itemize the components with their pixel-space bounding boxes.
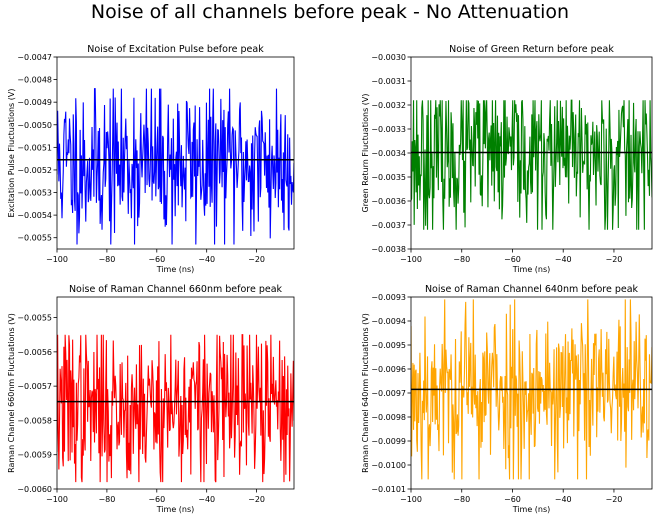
y-tick-label: −0.0054 xyxy=(17,211,52,220)
y-tick-label: −0.0098 xyxy=(371,413,406,422)
y-tick-label: −0.0033 xyxy=(371,125,406,134)
y-tick-label: −0.0031 xyxy=(371,77,406,86)
subplot-title: Noise of Raman Channel 660nm before peak xyxy=(69,284,283,295)
x-tick-label: −60 xyxy=(148,495,165,504)
x-tick-label: −100 xyxy=(400,255,422,264)
y-tick-label: −0.0034 xyxy=(371,149,406,158)
y-tick-label: −0.0101 xyxy=(371,485,406,494)
noise-series-line xyxy=(57,334,294,483)
x-tick-label: −20 xyxy=(248,255,265,264)
y-tick-label: −0.0095 xyxy=(371,341,406,350)
y-tick-label: −0.0052 xyxy=(17,166,52,175)
y-tick-label: −0.0050 xyxy=(17,121,52,130)
subplot-4: −100 −80 −60 −40 −20 −0.0093 −0.0094 −0.0095 −0.… xyxy=(361,284,653,514)
y-tick-label: −0.0030 xyxy=(371,53,406,62)
figure-title: Noise of all channels before peak - No A… xyxy=(90,1,570,23)
y-axis-label: Raman Channel 660nm Fluctuations (V) xyxy=(7,313,16,473)
noise-series-line xyxy=(57,88,294,245)
y-tick-label: −0.0036 xyxy=(371,197,406,206)
y-tick-label: −0.0055 xyxy=(17,234,52,243)
x-tick-label: −100 xyxy=(46,495,68,504)
subplot-title: Noise of Raman Channel 640nm before peak xyxy=(425,284,639,295)
x-tick-label: −60 xyxy=(504,495,521,504)
y-axis-label: Excitation Pulse Fluctuations (V) xyxy=(7,89,16,218)
x-tick-label: −100 xyxy=(400,495,422,504)
y-tick-label: −0.0032 xyxy=(371,101,406,110)
subplot-title: Noise of Green Return before peak xyxy=(449,44,614,55)
y-tick-label: −0.0060 xyxy=(17,485,52,494)
x-tick-label: −80 xyxy=(453,255,470,264)
x-axis-label: Time (ns) xyxy=(156,505,195,514)
y-tick-label: −0.0059 xyxy=(17,451,52,460)
subplot-2: −100 −80 −60 −40 −20 −0.0030 −0.0031 −0.0032 −0.… xyxy=(361,44,653,274)
y-tick-label: −0.0047 xyxy=(17,53,52,62)
y-tick-label: −0.0055 xyxy=(17,314,52,323)
y-tick-label: −0.0097 xyxy=(371,389,406,398)
y-axis-label: Green Return Fluctuations (V) xyxy=(361,93,370,212)
x-tick-label: −40 xyxy=(198,255,215,264)
y-tick-label: −0.0037 xyxy=(371,221,406,230)
y-tick-label: −0.0100 xyxy=(371,461,406,470)
subplot-1: −100 −80 −60 −40 −20 −0.0047 −0.0048 −0.0049 −0.… xyxy=(7,44,295,274)
x-axis-label: Time (ns) xyxy=(512,265,551,274)
x-tick-label: −20 xyxy=(606,255,623,264)
x-tick-label: −40 xyxy=(555,255,572,264)
axes-frame xyxy=(56,56,295,250)
y-tick-label: −0.0049 xyxy=(17,98,52,107)
x-tick-label: −40 xyxy=(198,495,215,504)
y-tick-label: −0.0057 xyxy=(17,382,52,391)
x-axis-label: Time (ns) xyxy=(512,505,551,514)
x-tick-label: −20 xyxy=(606,495,623,504)
y-tick-label: −0.0093 xyxy=(371,293,406,302)
y-tick-label: −0.0038 xyxy=(371,245,406,254)
y-tick-label: −0.0058 xyxy=(17,416,52,425)
y-tick-label: −0.0051 xyxy=(17,143,52,152)
y-tick-label: −0.0048 xyxy=(17,76,52,85)
y-tick-label: −0.0096 xyxy=(371,365,406,374)
noise-series-line xyxy=(411,99,652,230)
y-tick-label: −0.0053 xyxy=(17,189,52,198)
y-tick-label: −0.0099 xyxy=(371,437,406,446)
axes-frame xyxy=(56,296,295,490)
x-tick-label: −80 xyxy=(98,255,115,264)
x-axis-label: Time (ns) xyxy=(156,265,195,274)
x-tick-label: −40 xyxy=(555,495,572,504)
x-tick-label: −60 xyxy=(148,255,165,264)
x-tick-label: −80 xyxy=(453,495,470,504)
y-tick-label: −0.0056 xyxy=(17,348,52,357)
subplot-title: Noise of Excitation Pulse before peak xyxy=(87,44,264,55)
y-tick-label: −0.0035 xyxy=(371,173,406,182)
x-tick-label: −100 xyxy=(46,255,68,264)
x-tick-label: −60 xyxy=(504,255,521,264)
y-tick-label: −0.0094 xyxy=(371,317,406,326)
y-axis-label: Raman Channel 640nm Fluctuations (V) xyxy=(361,313,370,473)
x-tick-label: −80 xyxy=(98,495,115,504)
noise-series-line xyxy=(411,299,652,480)
subplot-3: −100 −80 −60 −40 −20 −0.0055 −0.0056 −0.0057 −0.… xyxy=(7,284,295,514)
x-tick-label: −20 xyxy=(248,495,265,504)
